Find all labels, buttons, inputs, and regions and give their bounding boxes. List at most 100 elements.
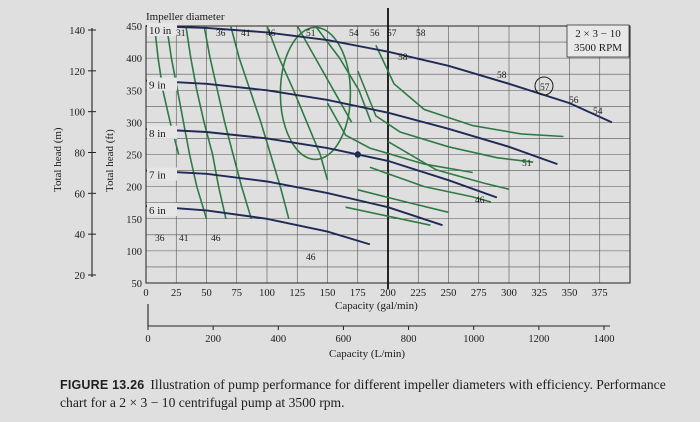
impeller-label-bg	[147, 23, 177, 36]
secondary-x-tick-label: 1200	[528, 334, 549, 345]
efficiency-label-top: 56	[370, 29, 380, 39]
secondary-x-tick-label: 1400	[594, 334, 615, 345]
grid	[145, 8, 631, 289]
impeller-label-text: 9 in	[149, 80, 166, 92]
efficiency-curve-36	[165, 25, 208, 220]
impeller-curve-10-in	[145, 25, 613, 124]
x-tick-label: 50	[201, 288, 212, 299]
secondary-x-tick-label: 400	[270, 334, 286, 345]
y-tick-label: 450	[126, 22, 142, 33]
x-tick-label: 350	[562, 288, 578, 299]
impeller-diameter-label: 7 in	[147, 167, 177, 182]
efficiency-label-end: 46	[306, 253, 316, 263]
impeller-label-text: 8 in	[149, 128, 166, 140]
efficiency-curve-41	[185, 25, 227, 219]
efficiency-curve-46	[203, 25, 253, 220]
x-tick-label: 375	[592, 288, 608, 299]
secondary-x-tick-label: 1000	[463, 334, 484, 345]
axes: 0 25 50 75 100 125 150 175 200 225 250 275 300 325 350…	[69, 22, 614, 345]
impeller-diameter-title: Impeller diameter	[146, 11, 225, 23]
impeller-diameter-label: 9 in	[147, 77, 177, 92]
secondary-x-tick-label: 800	[401, 334, 417, 345]
x-tick-label: 200	[380, 288, 396, 299]
impeller-diameter-label: 8 in	[147, 125, 177, 140]
y-axis-label: Total head (ft)	[104, 129, 116, 192]
x-tick-label: 325	[531, 288, 547, 299]
efficiency-label-top: 41	[241, 29, 251, 39]
efficiency-contour	[345, 206, 431, 226]
efficiency-label-top: 57	[387, 29, 397, 39]
impeller-diameter-label: 6 in	[147, 202, 177, 217]
x-tick-label: 300	[501, 288, 517, 299]
efficiency-label-end: 58	[497, 71, 507, 81]
secondary-y-tick-label: 80	[75, 149, 86, 160]
x-tick-label: 275	[471, 288, 487, 299]
impeller-curve-7-in	[145, 169, 443, 227]
efficiency-contour	[326, 102, 473, 174]
impeller-label-text: 7 in	[149, 170, 166, 182]
efficiency-label-scale: 46	[211, 234, 221, 244]
chart-text: Impeller diameter Capacity (gal/min) Cap…	[52, 11, 603, 360]
x-tick-label: 225	[410, 288, 426, 299]
x-tick-label: 150	[320, 288, 336, 299]
efficiency-curve-51	[229, 25, 290, 220]
impeller-curve-6-in	[145, 204, 371, 246]
efficiency-contour	[375, 44, 564, 138]
efficiency-contour	[387, 140, 510, 190]
efficiency-curves	[153, 25, 564, 226]
y-tick-label: 300	[126, 118, 142, 129]
impeller-curves: 10 in 9 in 8 in 7 in 6 in	[145, 23, 613, 246]
secondary-y-tick-label: 40	[75, 230, 86, 241]
chart-title-line-1: 2 × 3 − 10	[575, 28, 621, 40]
efficiency-contour	[357, 70, 534, 163]
efficiency-label-end: 46	[475, 196, 485, 206]
secondary-y-axis-label: Total head (m)	[52, 127, 64, 192]
efficiency-label-end: 51	[522, 159, 532, 169]
secondary-x-tick-label: 600	[336, 334, 352, 345]
secondary-y-tick-label: 140	[69, 26, 85, 37]
efficiency-contour	[369, 166, 492, 203]
secondary-x-tick-label: 0	[145, 334, 150, 345]
efficiency-label-top: 51	[306, 29, 316, 39]
efficiency-label-top: 58	[416, 29, 426, 39]
figure-label: FIGURE 13.26	[60, 378, 145, 392]
impeller-label-bg	[147, 77, 177, 91]
figure-caption: FIGURE 13.26 Illustration of pump perform…	[60, 376, 670, 411]
operating-point	[354, 151, 361, 158]
x-axis-label: Capacity (gal/min)	[335, 300, 418, 312]
chart-title-box: 2 × 3 − 10 3500 RPM	[566, 24, 630, 58]
efficiency-label-top: 36	[216, 29, 226, 39]
figure-caption-text: Illustration of pump performance for dif…	[60, 377, 666, 410]
efficiency-label-end: 57	[540, 83, 550, 93]
y-tick-label: 350	[126, 86, 142, 97]
efficiency-label-top: 54	[349, 29, 359, 39]
x-tick-label: 100	[259, 288, 275, 299]
secondary-x-axis-label: Capacity (L/min)	[329, 348, 405, 360]
impeller-label-text: 10 in	[149, 25, 172, 37]
chart-title-line-2: 3500 RPM	[574, 42, 622, 54]
secondary-y-tick-label: 20	[75, 271, 86, 282]
y-tick-label: 100	[126, 247, 142, 258]
impeller-label-bg	[147, 202, 177, 216]
y-tick-label: 150	[126, 215, 142, 226]
impeller-curve-8-in	[145, 127, 498, 199]
efficiency-curve-56	[296, 25, 353, 123]
x-tick-label: 125	[289, 288, 305, 299]
efficiency-label-scale: 41	[179, 234, 189, 244]
efficiency-loop-57	[279, 26, 352, 161]
impeller-diameter-label: 10 in	[147, 23, 177, 37]
impeller-label-bg	[147, 125, 177, 139]
efficiency-label-scale: 36	[155, 234, 165, 244]
y-tick-label: 250	[126, 151, 142, 162]
secondary-y-tick-label: 100	[69, 108, 85, 119]
efficiency-label-top: 31	[176, 29, 186, 39]
y-tick-label: 50	[132, 279, 143, 290]
secondary-x-tick-label: 200	[205, 334, 221, 345]
impeller-label-text: 6 in	[149, 205, 166, 217]
title-box-frame	[566, 24, 630, 58]
x-tick-label: 250	[441, 288, 457, 299]
efficiency-contour	[357, 189, 449, 214]
x-tick-label: 0	[143, 288, 148, 299]
